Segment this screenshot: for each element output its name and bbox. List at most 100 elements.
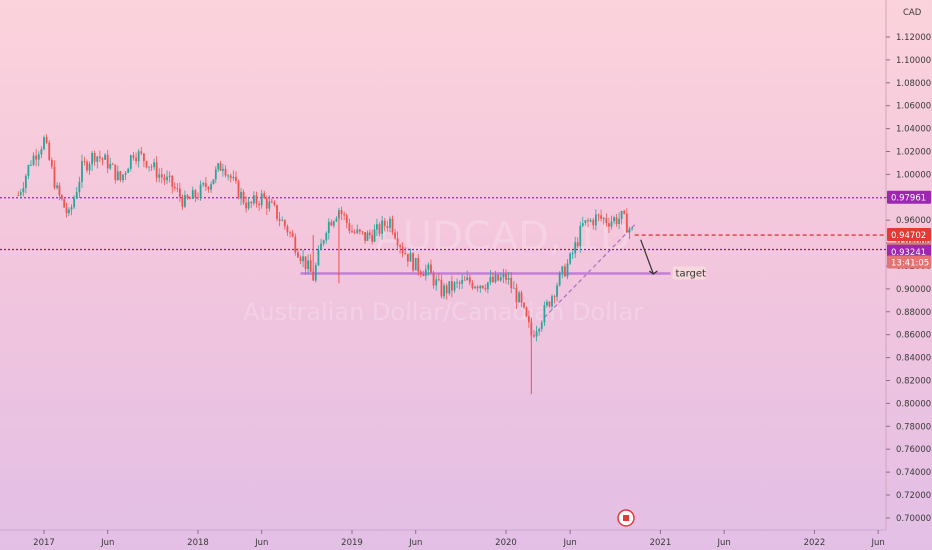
candle-body (199, 184, 202, 199)
candle-body (579, 225, 582, 247)
candle-body (173, 186, 176, 189)
candle-body (361, 231, 364, 233)
name-watermark: Australian Dollar/Canadian Dollar (243, 298, 643, 326)
candle-body (140, 151, 143, 154)
candle-body (332, 221, 335, 226)
candle-body (453, 282, 456, 291)
candle-body (378, 224, 381, 234)
candle-body (109, 163, 112, 169)
candle-body (166, 176, 168, 181)
candle-body (291, 233, 294, 237)
y-tick-label: 0.72000 (896, 491, 931, 501)
candle-body (289, 232, 291, 234)
candle-body (419, 271, 422, 275)
candle-body (58, 185, 61, 195)
candle-body (189, 198, 192, 200)
candle-body (129, 155, 132, 169)
candle-body (620, 210, 623, 219)
candle-body (163, 177, 166, 181)
candle-body (499, 277, 502, 281)
candle-body (401, 247, 404, 253)
candle-body (252, 195, 255, 204)
candle-body (235, 176, 237, 181)
candle-body (194, 190, 197, 198)
candle-body (314, 265, 317, 281)
candle-body (569, 253, 572, 264)
price-badge-label: 0.97961 (891, 194, 926, 204)
candle-body (258, 203, 260, 206)
candle-body (615, 217, 618, 225)
candle-body (563, 266, 566, 277)
target-label-bg (672, 266, 706, 280)
candle-body (468, 277, 471, 283)
y-tick-label: 0.84000 (896, 354, 931, 364)
candle-body (35, 155, 38, 160)
candle-body (571, 253, 574, 255)
candle-body (270, 201, 273, 203)
candle-body (471, 282, 474, 289)
y-tick-label: 0.96000 (896, 216, 931, 226)
candle-body (412, 253, 414, 271)
symbol-watermark: AUDCAD, 1D (375, 214, 630, 260)
candle-body (594, 214, 597, 226)
candle-body (548, 301, 551, 307)
candle-body (546, 301, 548, 306)
candle-body (533, 335, 535, 337)
candle-body (515, 287, 518, 303)
candle-body (476, 286, 479, 289)
trend-line (543, 224, 636, 318)
candle-body (312, 271, 315, 281)
candle-body (191, 190, 194, 199)
candle-body (494, 274, 497, 283)
candle-body (283, 220, 286, 227)
candle-body (212, 179, 215, 185)
y-tick-label: 0.78000 (896, 422, 931, 432)
candle-body (60, 194, 63, 200)
candle-body (600, 215, 603, 219)
candle-body (237, 180, 240, 199)
candle-body (75, 192, 78, 199)
candle-body (93, 152, 96, 162)
candle-body (207, 186, 210, 190)
candle-body (520, 292, 523, 303)
candle-body (317, 249, 320, 266)
candle-body (605, 218, 608, 224)
candle-body (502, 273, 505, 278)
candle-body (221, 168, 224, 171)
candle-body (114, 164, 117, 180)
arrow-head (648, 270, 658, 275)
candle-body (148, 166, 150, 168)
candle-body (111, 163, 114, 165)
y-tick-label: 0.80000 (896, 399, 931, 409)
candle-body (67, 209, 70, 214)
candle-body (24, 175, 27, 189)
candle-body (492, 276, 494, 283)
candle-body (184, 195, 186, 207)
y-tick-label: 1.00000 (896, 170, 931, 180)
candle-body (556, 285, 558, 297)
candle-body (543, 305, 546, 323)
price-badge-label: 0.93241 (891, 248, 926, 258)
candle-body (32, 155, 35, 165)
candle-body (538, 328, 541, 332)
x-tick-label: 2017 (33, 538, 55, 548)
candle-body (250, 201, 253, 204)
candle-body (197, 197, 199, 199)
candle-body (613, 217, 615, 222)
candle-body (497, 274, 500, 281)
candle-body (145, 161, 148, 168)
candle-body (440, 279, 443, 297)
candle-body (366, 232, 369, 241)
candle-body (219, 163, 222, 171)
candle-body (383, 220, 386, 227)
candle-body (396, 238, 399, 246)
candle-body (553, 296, 556, 298)
candle-body (523, 302, 525, 308)
candle-body (389, 218, 391, 228)
candle-body (40, 149, 43, 155)
candle-body (507, 277, 510, 280)
candle-body (351, 230, 353, 233)
candle-body (394, 232, 396, 239)
currency-label: CAD (903, 8, 922, 18)
